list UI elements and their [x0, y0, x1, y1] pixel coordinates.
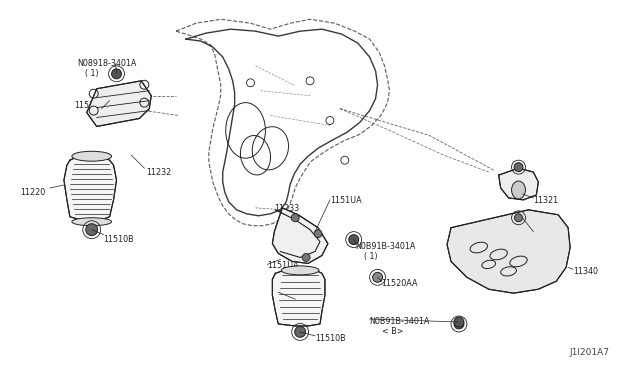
Text: 11220: 11220: [278, 289, 303, 298]
Text: J1I201A7: J1I201A7: [570, 348, 610, 357]
Polygon shape: [87, 81, 151, 126]
Circle shape: [372, 272, 383, 282]
Circle shape: [294, 327, 306, 337]
Circle shape: [454, 317, 464, 327]
Text: 11510B: 11510B: [104, 235, 134, 244]
Circle shape: [349, 235, 358, 244]
Text: ( 1): ( 1): [84, 69, 99, 78]
Circle shape: [302, 253, 310, 262]
Text: 11220: 11220: [20, 188, 45, 197]
Ellipse shape: [511, 181, 525, 199]
Polygon shape: [64, 152, 116, 222]
Text: < B>: < B>: [381, 327, 403, 336]
Text: N0B91B-3401A: N0B91B-3401A: [356, 241, 416, 251]
Text: 1151UA: 1151UA: [268, 262, 299, 270]
Circle shape: [291, 214, 299, 222]
Text: 11520A: 11520A: [533, 228, 564, 237]
Polygon shape: [447, 210, 570, 293]
Circle shape: [514, 163, 523, 171]
Text: 11321: 11321: [533, 196, 559, 205]
Polygon shape: [273, 208, 328, 263]
Text: 11510A: 11510A: [74, 101, 104, 110]
Ellipse shape: [72, 151, 111, 161]
Text: 11340: 11340: [573, 267, 598, 276]
Text: 11520AA: 11520AA: [381, 279, 418, 288]
Polygon shape: [273, 267, 325, 326]
Circle shape: [454, 319, 464, 329]
Circle shape: [314, 230, 322, 238]
Text: N08918-3401A: N08918-3401A: [77, 59, 136, 68]
Ellipse shape: [282, 266, 319, 275]
Text: 11510B: 11510B: [315, 334, 346, 343]
Text: 1151UA: 1151UA: [330, 196, 362, 205]
Ellipse shape: [72, 218, 111, 226]
Circle shape: [86, 224, 98, 235]
Circle shape: [111, 69, 122, 79]
Text: 11233: 11233: [275, 204, 300, 213]
Polygon shape: [499, 168, 538, 200]
Text: 11232: 11232: [147, 168, 172, 177]
Text: ( 1): ( 1): [364, 251, 378, 260]
Circle shape: [515, 214, 522, 222]
Text: N0B91B-3401A: N0B91B-3401A: [370, 317, 430, 326]
